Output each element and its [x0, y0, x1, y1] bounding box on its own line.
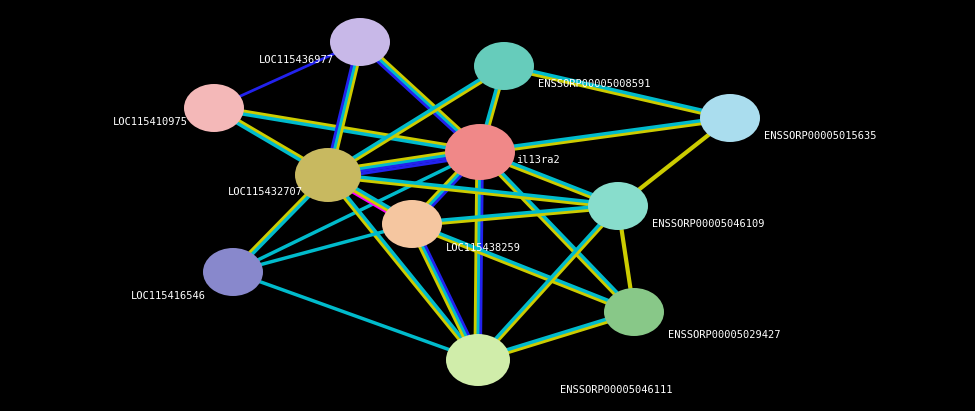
- Text: ENSSORP00005046111: ENSSORP00005046111: [560, 385, 673, 395]
- Text: il13ra2: il13ra2: [516, 155, 560, 165]
- Ellipse shape: [330, 18, 390, 66]
- Text: ENSSORP00005008591: ENSSORP00005008591: [538, 79, 650, 89]
- Text: LOC115432707: LOC115432707: [228, 187, 303, 197]
- Ellipse shape: [588, 182, 648, 230]
- Ellipse shape: [203, 248, 263, 296]
- Ellipse shape: [700, 94, 760, 142]
- Ellipse shape: [382, 200, 442, 248]
- Text: ENSSORP00005029427: ENSSORP00005029427: [668, 330, 781, 340]
- Ellipse shape: [184, 84, 244, 132]
- Ellipse shape: [446, 334, 510, 386]
- Text: LOC115410975: LOC115410975: [113, 117, 188, 127]
- Text: ENSSORP00005046109: ENSSORP00005046109: [652, 219, 764, 229]
- Text: LOC115416546: LOC115416546: [131, 291, 206, 301]
- Ellipse shape: [445, 124, 515, 180]
- Text: LOC115438259: LOC115438259: [446, 243, 521, 253]
- Text: ENSSORP00005015635: ENSSORP00005015635: [764, 131, 877, 141]
- Ellipse shape: [295, 148, 361, 202]
- Ellipse shape: [474, 42, 534, 90]
- Ellipse shape: [604, 288, 664, 336]
- Text: LOC115436977: LOC115436977: [259, 55, 334, 65]
